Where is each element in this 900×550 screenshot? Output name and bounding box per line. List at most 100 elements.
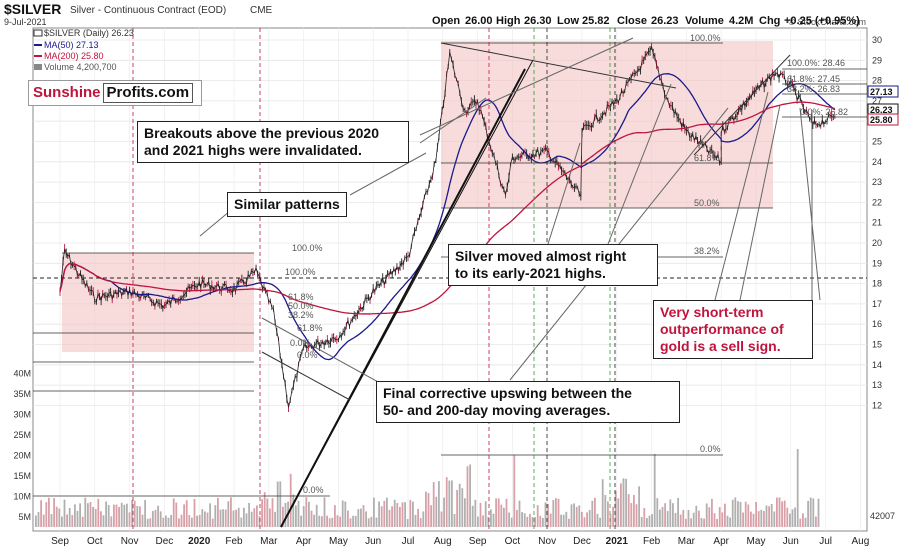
fib-label-mid-618: 61.8% bbox=[694, 153, 720, 163]
trend-rising-2021 bbox=[693, 54, 791, 156]
volume-bar bbox=[638, 486, 640, 527]
callout-vshort-line3: gold is a sell sign. bbox=[660, 338, 781, 354]
ptr-vshort-2 bbox=[739, 104, 781, 301]
volume-bar bbox=[474, 499, 477, 527]
volume-bar bbox=[227, 501, 230, 527]
volume-bar bbox=[729, 517, 731, 527]
volume-bar bbox=[516, 509, 518, 527]
x-tick-10: Jul bbox=[402, 536, 415, 547]
fib-label-vol-00a: 0.0% bbox=[700, 444, 721, 454]
fib-label-mid-500: 50.0% bbox=[694, 198, 720, 208]
volume-bar bbox=[508, 512, 510, 527]
volume-bar bbox=[651, 514, 653, 527]
volume-bar bbox=[708, 507, 711, 527]
x-tick-9: Jun bbox=[365, 536, 381, 547]
volume-bar bbox=[443, 497, 445, 527]
volume-bar bbox=[292, 494, 295, 527]
volume-bar bbox=[604, 495, 607, 527]
volume-bar bbox=[438, 481, 440, 527]
fib-label-mid-382: 38.2% bbox=[694, 246, 720, 256]
logo-part1: Sunshine bbox=[33, 84, 101, 101]
volume-bar bbox=[289, 473, 292, 527]
volume-bar bbox=[302, 506, 305, 527]
volume-bar bbox=[126, 503, 128, 527]
volume-bar bbox=[799, 518, 802, 527]
volume-bar bbox=[539, 515, 542, 527]
x-tick-2: Nov bbox=[121, 536, 139, 547]
volume-bar bbox=[157, 505, 159, 527]
x-tick-22: Jul bbox=[819, 536, 832, 547]
volume-bar bbox=[347, 510, 349, 527]
volume-bar bbox=[523, 513, 526, 527]
volume-bar bbox=[526, 516, 529, 527]
volume-bar bbox=[183, 504, 185, 527]
volume-bar bbox=[404, 502, 406, 527]
y-tick-22: 22 bbox=[872, 197, 882, 207]
volume-bar bbox=[646, 517, 648, 527]
volume-bar bbox=[367, 518, 370, 527]
volume-bar bbox=[308, 501, 310, 527]
volume-bar bbox=[490, 509, 492, 527]
volume-bar bbox=[721, 512, 724, 527]
volume-bar bbox=[773, 511, 776, 527]
ptr-vshort-4 bbox=[799, 107, 821, 301]
volume-bar bbox=[261, 499, 263, 527]
y-tick-15: 15 bbox=[872, 340, 882, 350]
volume-bar bbox=[601, 479, 604, 527]
volume-bar bbox=[596, 513, 599, 527]
volume-bar bbox=[690, 518, 692, 527]
volume-bar bbox=[770, 503, 773, 527]
volume-bar bbox=[146, 518, 149, 527]
volume-label: Volume bbox=[685, 15, 724, 27]
volume-bar bbox=[674, 513, 677, 527]
x-tick-4: 2020 bbox=[188, 536, 211, 547]
legend-ma50: MA(50) 27.13 bbox=[44, 40, 99, 50]
volume-bar bbox=[266, 498, 269, 527]
callout-silver-moved: Silver moved almost right to its early-2… bbox=[448, 244, 658, 286]
volume-bar bbox=[388, 509, 391, 527]
tag-ma50-box bbox=[867, 85, 899, 98]
fib-label-vol-00b: 0.0% bbox=[303, 485, 324, 495]
callout-final: Final corrective upswing between the 50-… bbox=[376, 381, 680, 423]
volume-bar bbox=[755, 502, 757, 527]
volume-bar bbox=[796, 448, 799, 527]
low-label: Low bbox=[557, 15, 579, 27]
volume-bar bbox=[760, 509, 763, 527]
x-tick-11: Aug bbox=[434, 536, 452, 547]
ticker-desc: Silver - Continuous Contract (EOD) bbox=[70, 5, 226, 16]
volume-bar bbox=[492, 513, 495, 527]
volume-bar bbox=[66, 514, 68, 527]
volume-bar bbox=[141, 514, 144, 527]
volume-bar bbox=[703, 518, 705, 527]
volume-bar bbox=[378, 501, 380, 527]
volume-bar bbox=[349, 518, 352, 527]
volume-bar bbox=[305, 497, 308, 527]
volume-bar bbox=[809, 497, 812, 527]
volume-bar bbox=[542, 517, 544, 527]
x-tick-21: Jun bbox=[783, 536, 799, 547]
volume-bar bbox=[53, 498, 55, 527]
volume-bar bbox=[713, 513, 716, 527]
volume-bar bbox=[274, 511, 276, 527]
volume-bar bbox=[149, 518, 152, 527]
volume-bar bbox=[217, 497, 219, 527]
volume-bar bbox=[471, 505, 474, 527]
volume-bar bbox=[427, 492, 430, 527]
volume-bar bbox=[513, 455, 516, 527]
vol-tick-25M: 25M bbox=[13, 430, 31, 440]
volume-bar bbox=[575, 506, 578, 527]
open-label: Open bbox=[432, 15, 460, 27]
fib-label-right-382: 38.2%: 26.83 bbox=[787, 84, 840, 94]
volume-bar bbox=[120, 502, 123, 527]
volume-bar bbox=[500, 504, 503, 527]
volume-bar bbox=[92, 506, 94, 527]
volume-bar bbox=[451, 480, 453, 527]
volume-bar bbox=[258, 516, 261, 527]
fib-label-left-382: 38.2% bbox=[288, 310, 314, 320]
legend-swatch-price bbox=[33, 29, 43, 37]
volume-bar bbox=[744, 501, 747, 527]
volume-bar bbox=[422, 511, 425, 527]
volume-bar bbox=[406, 518, 409, 527]
volume-bar bbox=[48, 497, 50, 527]
volume-bar bbox=[68, 508, 71, 527]
